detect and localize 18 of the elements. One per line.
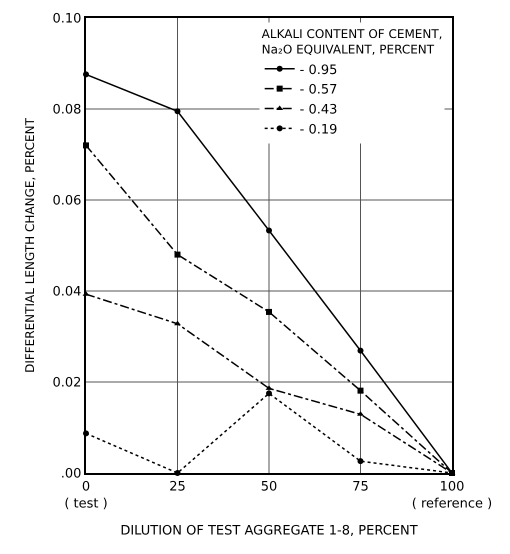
x-axis-title: DILUTION OF TEST AGGREGATE 1-8, PERCENT [120,524,418,539]
y-tick-label: 0.02 [52,376,82,391]
x-tick-label: 0 ( test ) [64,480,108,512]
x-tick-label: 50 [260,480,278,495]
y-tick-label: 0.04 [52,284,82,300]
y-tick-label: 0.08 [52,102,82,118]
y-axis-title: DIFFERENTIAL LENGTH CHANGE, PERCENT [23,117,38,373]
legend-label: - 0.95 [300,62,338,78]
y-tick-label: 0.10 [52,12,82,27]
x-tick-label: 75 [352,480,369,495]
legend-label: - 0.57 [300,82,338,98]
y-tick-label: 0.06 [52,194,82,209]
legend-title: ALKALI CONTENT OF CEMENT, Na₂O EQUIVALENT, PERCENT [262,27,443,57]
legend-label: - 0.43 [300,102,338,118]
x-tick-label: 100 ( reference ) [412,480,492,512]
x-tick-label: 25 [169,480,186,495]
y-tick-label: .00 [60,466,82,482]
legend-label: - 0.19 [300,122,338,138]
